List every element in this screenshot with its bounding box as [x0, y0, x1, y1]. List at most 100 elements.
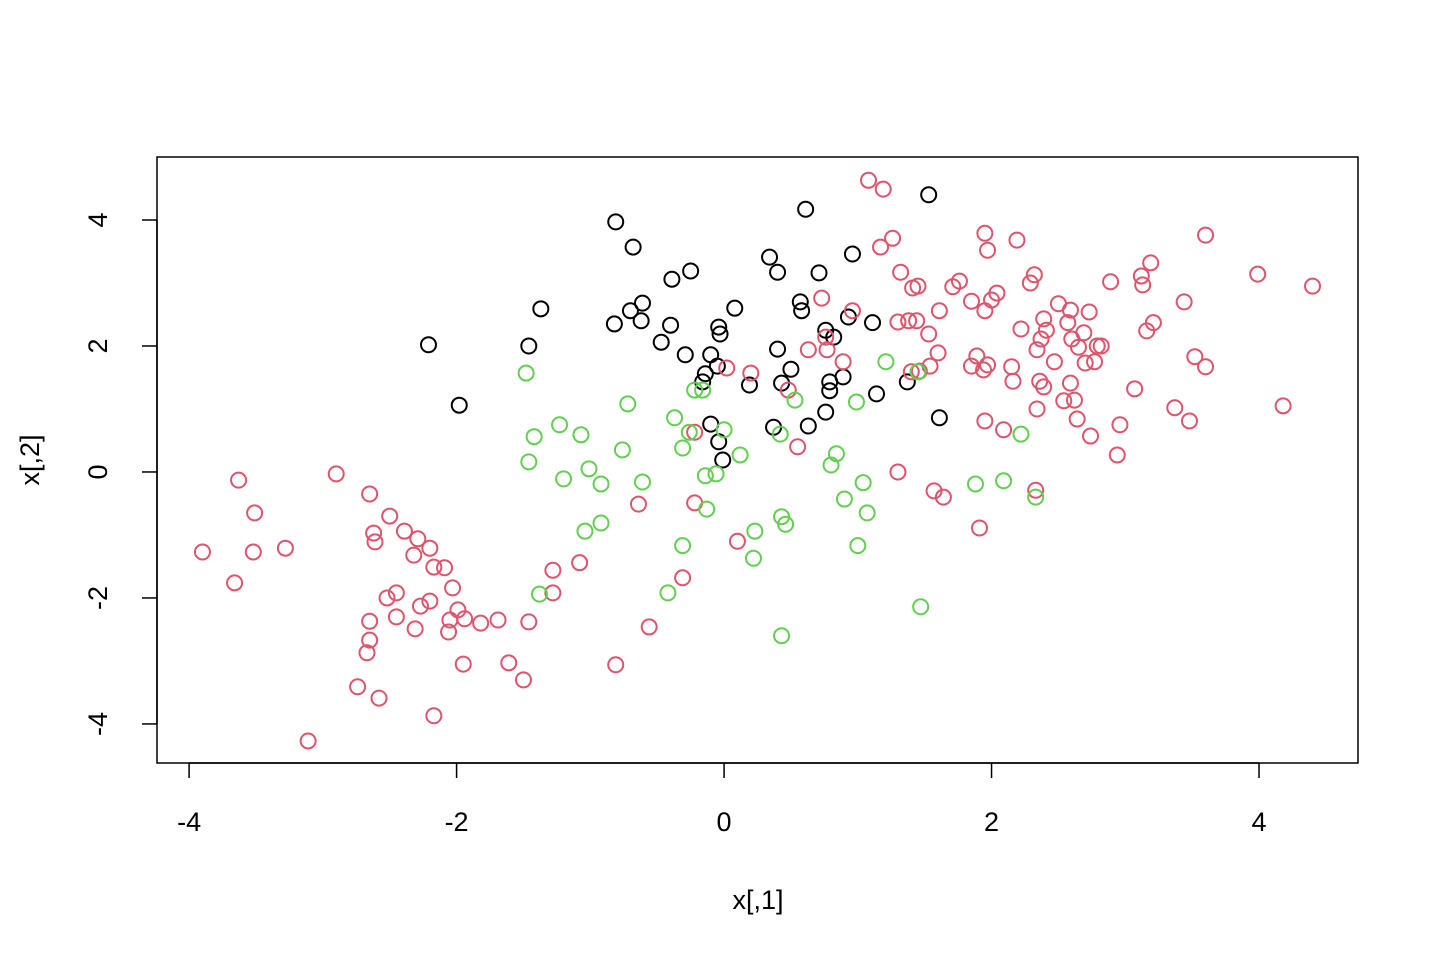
point: [898, 373, 916, 391]
point: [421, 539, 439, 557]
point: [619, 395, 637, 413]
point: [934, 488, 952, 506]
point: [769, 340, 787, 358]
point: [1027, 481, 1045, 499]
point: [950, 272, 968, 290]
point: [621, 302, 639, 320]
point: [632, 312, 650, 330]
point: [1134, 276, 1152, 294]
point: [365, 524, 383, 542]
point: [1092, 337, 1110, 355]
point: [666, 409, 684, 427]
point: [740, 376, 758, 394]
point: [358, 644, 376, 662]
point: [1059, 314, 1077, 332]
point: [696, 467, 714, 485]
point: [702, 346, 720, 364]
point: [1132, 267, 1150, 285]
point: [1032, 330, 1050, 348]
point: [1186, 348, 1204, 366]
point: [821, 382, 839, 400]
point: [694, 381, 712, 399]
point: [1126, 380, 1144, 398]
point: [370, 689, 388, 707]
point: [1076, 354, 1094, 372]
point: [1003, 358, 1021, 376]
point: [349, 678, 367, 696]
point: [327, 465, 345, 483]
point: [409, 530, 427, 548]
point: [406, 620, 424, 638]
point: [1008, 231, 1026, 249]
point: [525, 428, 543, 446]
y-tick-label: 2: [83, 338, 113, 353]
point: [771, 425, 789, 443]
point: [698, 500, 716, 518]
point: [246, 504, 264, 522]
point: [1180, 412, 1198, 430]
point: [1004, 372, 1022, 390]
point: [652, 333, 670, 351]
point: [387, 608, 405, 626]
point: [854, 474, 872, 492]
point: [858, 504, 876, 522]
point: [607, 656, 625, 674]
point: [731, 446, 749, 464]
point: [708, 357, 726, 375]
point: [930, 409, 948, 427]
point: [810, 264, 828, 282]
point: [1035, 310, 1053, 328]
x-tick-label: 2: [984, 807, 999, 837]
point: [920, 325, 938, 343]
point: [489, 611, 507, 629]
point: [425, 558, 443, 576]
point: [624, 238, 642, 256]
x-tick-label: 4: [1252, 807, 1267, 837]
point: [1037, 321, 1055, 339]
point: [421, 592, 439, 610]
point: [726, 299, 744, 317]
point: [799, 417, 817, 435]
point: [682, 262, 700, 280]
point: [366, 533, 384, 551]
point: [520, 337, 538, 355]
point: [381, 507, 399, 525]
point: [1274, 397, 1292, 415]
point: [1028, 341, 1046, 359]
point: [979, 356, 997, 374]
point: [995, 421, 1013, 439]
point: [847, 393, 865, 411]
point: [930, 302, 948, 320]
point: [834, 353, 852, 371]
point: [793, 302, 811, 320]
point: [971, 519, 989, 537]
point: [361, 612, 379, 630]
x-axis-title: x[,1]: [732, 885, 783, 915]
point: [817, 328, 835, 346]
point: [746, 522, 764, 540]
point: [659, 584, 677, 602]
point: [1035, 378, 1053, 396]
point: [696, 365, 714, 383]
y-tick-label: 0: [83, 464, 113, 479]
point: [1304, 277, 1322, 295]
point: [686, 423, 704, 441]
point: [1082, 427, 1100, 445]
point: [889, 463, 907, 481]
point: [674, 537, 692, 555]
point: [1197, 226, 1215, 244]
point: [244, 543, 262, 561]
point: [544, 584, 562, 602]
point: [817, 403, 835, 421]
point: [797, 200, 815, 218]
point: [1027, 488, 1045, 506]
point: [1061, 301, 1079, 319]
point: [605, 315, 623, 333]
point: [607, 213, 625, 231]
point: [686, 381, 704, 399]
point: [892, 263, 910, 281]
point: [680, 423, 698, 441]
point: [387, 584, 405, 602]
point: [1142, 254, 1160, 272]
point: [1175, 293, 1193, 311]
